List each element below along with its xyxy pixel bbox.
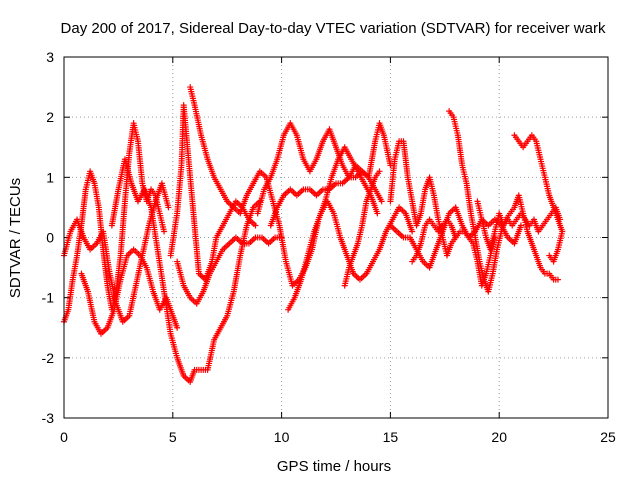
- x-axis-label: GPS time / hours: [277, 458, 391, 475]
- x-tick-label: 5: [169, 429, 177, 445]
- series-track-n: [511, 132, 566, 265]
- grid: [64, 57, 608, 418]
- data-point: [554, 276, 561, 283]
- data-point: [546, 252, 553, 259]
- series-track-g: [174, 234, 285, 307]
- chart-title: Day 200 of 2017, Sidereal Day-to-day VTE…: [61, 20, 606, 37]
- series-track-q: [409, 216, 459, 265]
- data-point: [374, 210, 381, 217]
- series-track-c: [78, 246, 181, 337]
- axis-ticks: 0 5 10 15 20 25 -3 -2 -1 0 1 2 3: [42, 49, 616, 445]
- series-track-d: [108, 156, 263, 385]
- series-track-m: [446, 108, 561, 295]
- y-tick-label: -3: [42, 410, 55, 426]
- plot-frame: [63, 56, 609, 419]
- x-tick-label: 10: [274, 429, 290, 445]
- y-tick-label: 3: [46, 49, 54, 65]
- series-track-e: [167, 102, 259, 283]
- data-point: [278, 234, 285, 241]
- data-point: [557, 216, 564, 223]
- x-tick-label: 25: [600, 429, 616, 445]
- data-point: [409, 228, 416, 235]
- data-point: [174, 324, 181, 331]
- series-track-i: [285, 198, 416, 313]
- x-tick-label: 20: [491, 429, 507, 445]
- y-tick-label: 2: [46, 109, 54, 125]
- data-point: [378, 198, 385, 205]
- y-tick-label: 1: [46, 169, 54, 185]
- data-point: [452, 234, 459, 241]
- series-track-j: [267, 120, 394, 229]
- y-axis-label: SDTVAR / TECUs: [7, 178, 24, 298]
- data-points: [61, 84, 566, 385]
- x-tick-label: 0: [60, 429, 68, 445]
- data-point: [376, 168, 383, 175]
- x-tick-label: 15: [383, 429, 399, 445]
- series-track-o: [474, 198, 564, 253]
- data-point: [517, 222, 524, 229]
- y-tick-label: -1: [42, 290, 55, 306]
- y-tick-label: 0: [46, 230, 54, 246]
- data-point: [252, 222, 259, 229]
- y-tick-label: -2: [42, 350, 55, 366]
- data-point: [161, 228, 168, 235]
- data-point: [387, 162, 394, 169]
- data-point: [165, 204, 172, 211]
- series-track-p: [341, 168, 383, 289]
